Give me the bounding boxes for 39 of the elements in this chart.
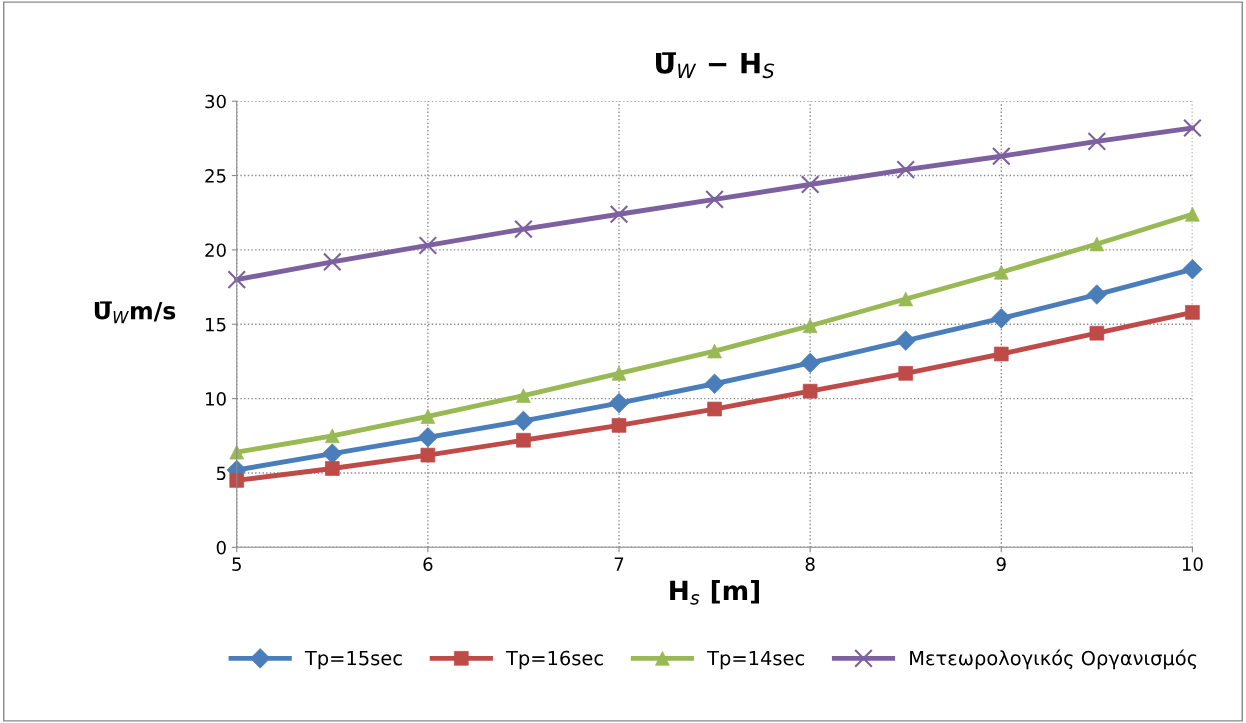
point: [991, 308, 1012, 329]
x-tick-label: 7: [614, 557, 624, 571]
point: [609, 204, 629, 224]
point: [896, 160, 916, 179]
x-axis-title: H$_{s}$ [m]: [670, 580, 759, 605]
point: [1089, 325, 1105, 341]
point: [227, 270, 247, 290]
x-tick-label: 8: [805, 557, 815, 572]
point: [418, 236, 438, 255]
x-tick-label: 9: [996, 557, 1006, 572]
point: [322, 252, 342, 272]
point: [611, 418, 627, 433]
point: [1087, 131, 1107, 151]
x-tick-label: 6: [423, 557, 433, 572]
legend-label: Tp=16sec: [505, 650, 603, 670]
point: [1182, 259, 1203, 280]
x-tick-label: 5: [232, 557, 241, 572]
point: [1086, 284, 1108, 305]
y-tick-label: 15: [206, 317, 226, 332]
legend-label: Tp=14sec: [707, 650, 804, 670]
point: [895, 330, 916, 351]
point: [1183, 118, 1202, 138]
x-tick-label: 10: [1182, 557, 1203, 572]
y-axis-title: U̅$_{W}$m/s: [94, 301, 176, 324]
y-tick-label: 25: [205, 169, 226, 183]
point: [705, 189, 724, 209]
y-tick-label: 30: [205, 94, 226, 109]
point: [802, 383, 818, 399]
legend-label: Tp=15sec: [304, 650, 402, 670]
point: [991, 146, 1011, 166]
point: [799, 352, 821, 374]
y-tick-label: 20: [205, 243, 226, 258]
y-tick-label: 10: [206, 392, 226, 406]
point: [800, 175, 820, 194]
point: [514, 219, 533, 239]
legend-label: Μετεωρολογικός Οργανισμός: [910, 649, 1197, 670]
chart-title: U̅$_{W}$ − H$_{S}$: [656, 52, 775, 79]
y-tick-label: 5: [216, 466, 226, 481]
y-tick-label: 0: [216, 540, 226, 555]
